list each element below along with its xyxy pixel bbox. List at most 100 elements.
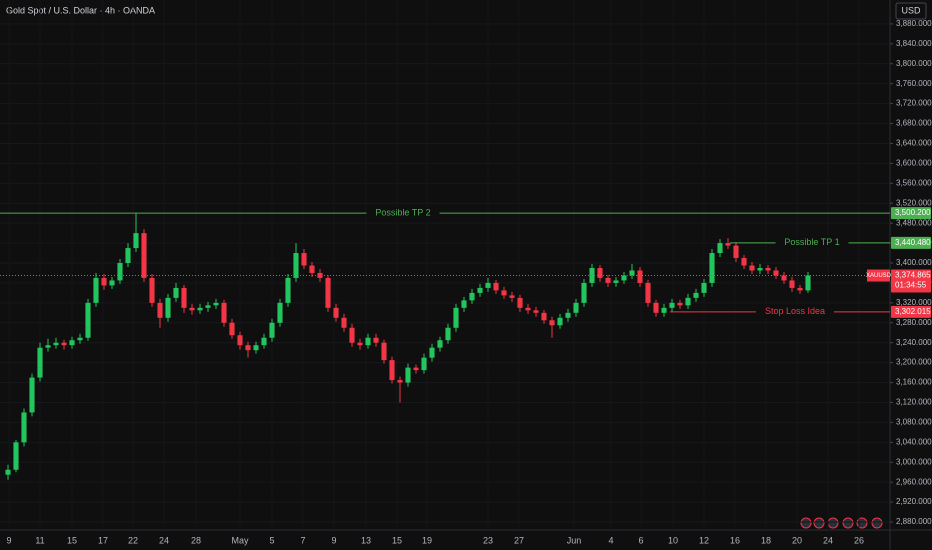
candle-body [373, 337, 379, 343]
candle-body [709, 253, 715, 283]
candle-body [653, 302, 659, 313]
x-tick-label: May [231, 535, 249, 545]
candle-body [781, 275, 787, 281]
candle-body [317, 272, 323, 278]
candle-body [325, 277, 331, 308]
y-tick-label: 3,480.000 [896, 218, 932, 227]
candle-body [805, 275, 811, 291]
candle-body [669, 302, 675, 308]
y-tick-label: 3,680.000 [896, 119, 932, 128]
candle-body [21, 412, 27, 443]
candle-body [573, 302, 579, 313]
candle-body [549, 320, 555, 326]
candle-body [685, 297, 691, 306]
candle-body [261, 337, 267, 346]
x-tick-label: 16 [730, 535, 740, 545]
candle-body [237, 335, 243, 346]
candle-body [605, 277, 611, 283]
candle-body [109, 280, 115, 286]
candle-body [645, 282, 651, 303]
candle-body [357, 342, 363, 346]
y-tick-label: 3,120.000 [896, 398, 932, 407]
y-tick-label: 3,760.000 [896, 79, 932, 88]
x-tick-label: 11 [35, 535, 44, 545]
x-tick-label: 15 [67, 535, 77, 545]
candle-body [773, 270, 779, 276]
x-tick-label: 26 [854, 535, 864, 545]
x-tick-label: 24 [823, 535, 833, 545]
candle-body [381, 342, 387, 361]
level-label-bg [775, 236, 849, 249]
x-tick-label: 10 [668, 535, 678, 545]
price-tag [891, 207, 931, 220]
candle-body [181, 287, 187, 308]
candle-body [429, 347, 435, 358]
y-tick-label: 3,240.000 [896, 338, 932, 347]
y-tick-label: 3,560.000 [896, 178, 932, 187]
candle-body [533, 310, 539, 313]
y-tick-label: 3,880.000 [896, 19, 932, 28]
candle-body [253, 345, 259, 351]
y-tick-label: 3,280.000 [896, 318, 932, 327]
candle-body [733, 245, 739, 259]
price-tag [891, 305, 931, 318]
price-tag-label: 3,374.865 [895, 271, 931, 280]
y-tick-label: 3,000.000 [896, 457, 932, 466]
candle-body [765, 267, 771, 271]
candle-body [509, 295, 515, 298]
candle-body [389, 360, 395, 381]
candle-body [293, 253, 299, 278]
candle-body [421, 357, 427, 371]
y-tick-label: 3,040.000 [896, 437, 932, 446]
y-tick-label: 3,080.000 [896, 418, 932, 427]
candle-body [165, 297, 171, 318]
symbol-tag [867, 269, 890, 282]
candle-body [141, 233, 147, 278]
candle-body [541, 312, 547, 321]
candle-body [397, 380, 403, 383]
level-name: Stop Loss Idea [765, 306, 825, 316]
currency-box[interactable] [895, 2, 927, 20]
candle-body [517, 297, 523, 308]
candle-body [125, 248, 131, 264]
candle-body [149, 277, 155, 303]
candle-body [581, 282, 587, 303]
price-tag-label: 3,440.480 [895, 238, 931, 247]
candle-body [285, 277, 291, 303]
candle-body [157, 302, 163, 318]
currency[interactable]: USD [901, 5, 921, 15]
candle-body [693, 292, 699, 298]
candle-body [245, 345, 251, 351]
candle-body [349, 327, 355, 343]
candle-body [629, 270, 635, 276]
x-tick-label: 13 [361, 535, 371, 545]
price-tag-label: 3,500.200 [895, 208, 931, 217]
candle-body [413, 367, 419, 371]
candle-body [453, 307, 459, 328]
candle-body [333, 307, 339, 318]
x-tick-label: 6 [638, 535, 643, 545]
candle-body [725, 243, 731, 246]
candle-body [205, 305, 211, 308]
candle-body [797, 287, 803, 291]
candle-body [93, 277, 99, 303]
countdown: 01:34:55 [895, 281, 927, 290]
symbol: XAUUSD [866, 273, 892, 279]
chart-title: Gold Spot / U.S. Dollar · 4h · OANDA [6, 5, 155, 15]
candle-body [69, 340, 75, 346]
candle-body [437, 340, 443, 348]
y-tick-label: 3,400.000 [896, 258, 932, 267]
y-tick-label: 3,160.000 [896, 378, 932, 387]
x-tick-label: 27 [514, 535, 524, 545]
candle-body [5, 469, 11, 475]
candle-body [29, 377, 35, 413]
candle-body [309, 265, 315, 273]
x-tick-label: 15 [392, 535, 402, 545]
candle-body [717, 243, 723, 254]
x-tick-label: 7 [300, 535, 305, 545]
candle-body [213, 302, 219, 306]
y-tick-label: 2,960.000 [896, 477, 932, 486]
toolbar-icons [800, 517, 883, 529]
